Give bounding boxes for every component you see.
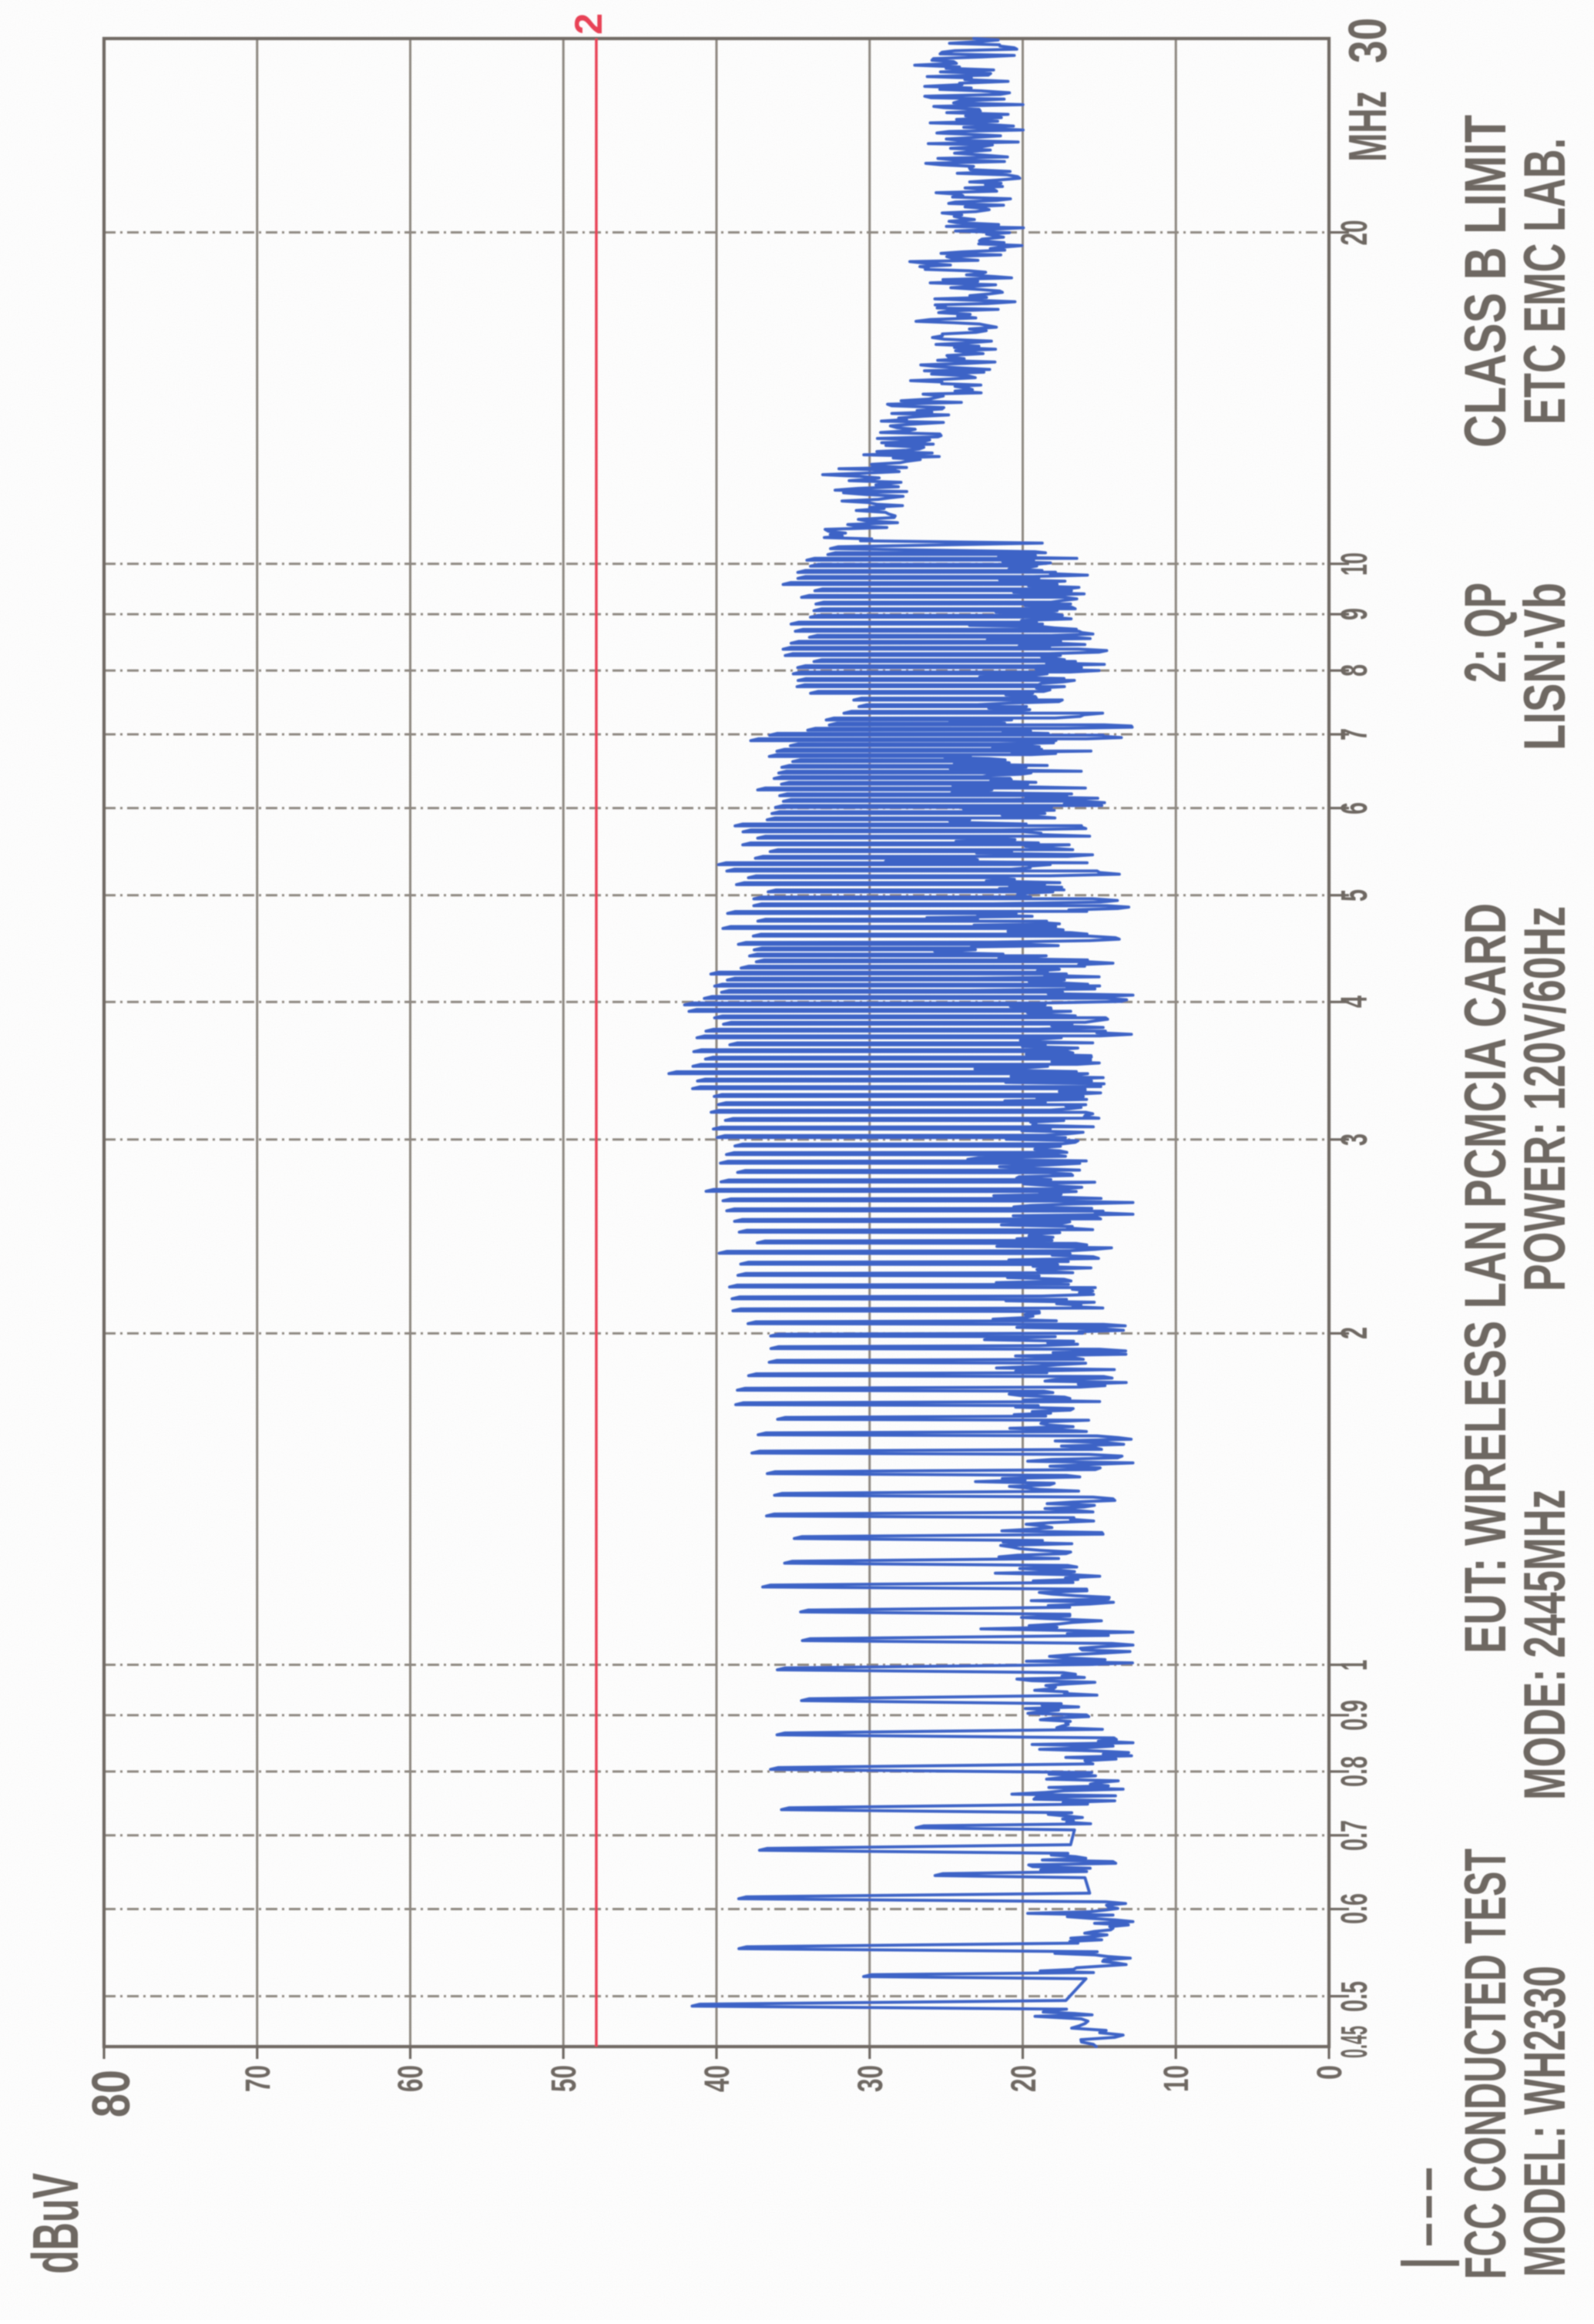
svg-text:MHz: MHz [1337, 91, 1398, 162]
svg-text:0.8: 0.8 [1334, 1756, 1375, 1787]
svg-text:30: 30 [1337, 18, 1398, 63]
svg-text:2: QP: 2: QP [1453, 583, 1518, 683]
svg-text:2: 2 [1334, 1327, 1375, 1339]
svg-text:4: 4 [1334, 996, 1375, 1008]
svg-text:POWER: 120V/60Hz: POWER: 120V/60Hz [1512, 906, 1578, 1291]
svg-text:20: 20 [1004, 2065, 1043, 2092]
svg-text:EUT: WIRELESS LAN PCMCIA CARD: EUT: WIRELESS LAN PCMCIA CARD [1453, 903, 1518, 1654]
svg-text:1: 1 [1334, 1660, 1375, 1671]
svg-text:0.5: 0.5 [1334, 1981, 1375, 2012]
svg-text:9: 9 [1334, 608, 1375, 620]
svg-text:LISN:Vb: LISN:Vb [1512, 583, 1578, 751]
svg-text:0: 0 [1310, 2065, 1349, 2080]
svg-text:0.45: 0.45 [1334, 2026, 1375, 2058]
svg-text:20: 20 [1334, 220, 1375, 246]
svg-text:CLASS B LIMIT: CLASS B LIMIT [1453, 115, 1518, 448]
svg-text:30: 30 [851, 2065, 890, 2092]
svg-text:80: 80 [81, 2070, 141, 2117]
svg-text:8: 8 [1334, 664, 1375, 677]
svg-text:0.6: 0.6 [1334, 1893, 1375, 1924]
svg-text:7: 7 [1334, 728, 1375, 741]
svg-text:6: 6 [1334, 802, 1375, 814]
svg-text:0.7: 0.7 [1334, 1820, 1375, 1851]
svg-text:10: 10 [1156, 2065, 1196, 2092]
svg-text:0.9: 0.9 [1334, 1700, 1375, 1731]
svg-text:2: 2 [567, 13, 610, 35]
svg-text:3: 3 [1334, 1133, 1375, 1146]
svg-text:ETC EMC LAB.: ETC EMC LAB. [1512, 138, 1578, 425]
svg-text:dBuV: dBuV [19, 2173, 92, 2274]
svg-text:10: 10 [1334, 552, 1375, 576]
svg-text:60: 60 [391, 2065, 430, 2092]
svg-text:FCC CONDUCTED TEST: FCC CONDUCTED TEST [1453, 1849, 1518, 2279]
svg-text:5: 5 [1334, 889, 1375, 902]
svg-text:40: 40 [697, 2065, 737, 2092]
svg-text:MODEL: WH2330: MODEL: WH2330 [1512, 1966, 1578, 2277]
svg-text:MODE: 2445MHz: MODE: 2445MHz [1512, 1489, 1578, 1800]
svg-text:70: 70 [238, 2065, 277, 2092]
svg-text:50: 50 [544, 2065, 583, 2092]
